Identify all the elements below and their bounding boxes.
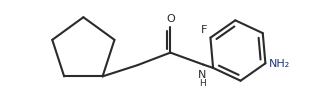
Text: H: H xyxy=(199,79,206,88)
Text: N: N xyxy=(198,70,207,80)
Text: NH₂: NH₂ xyxy=(269,59,290,69)
Text: O: O xyxy=(166,14,175,24)
Text: F: F xyxy=(201,25,208,35)
